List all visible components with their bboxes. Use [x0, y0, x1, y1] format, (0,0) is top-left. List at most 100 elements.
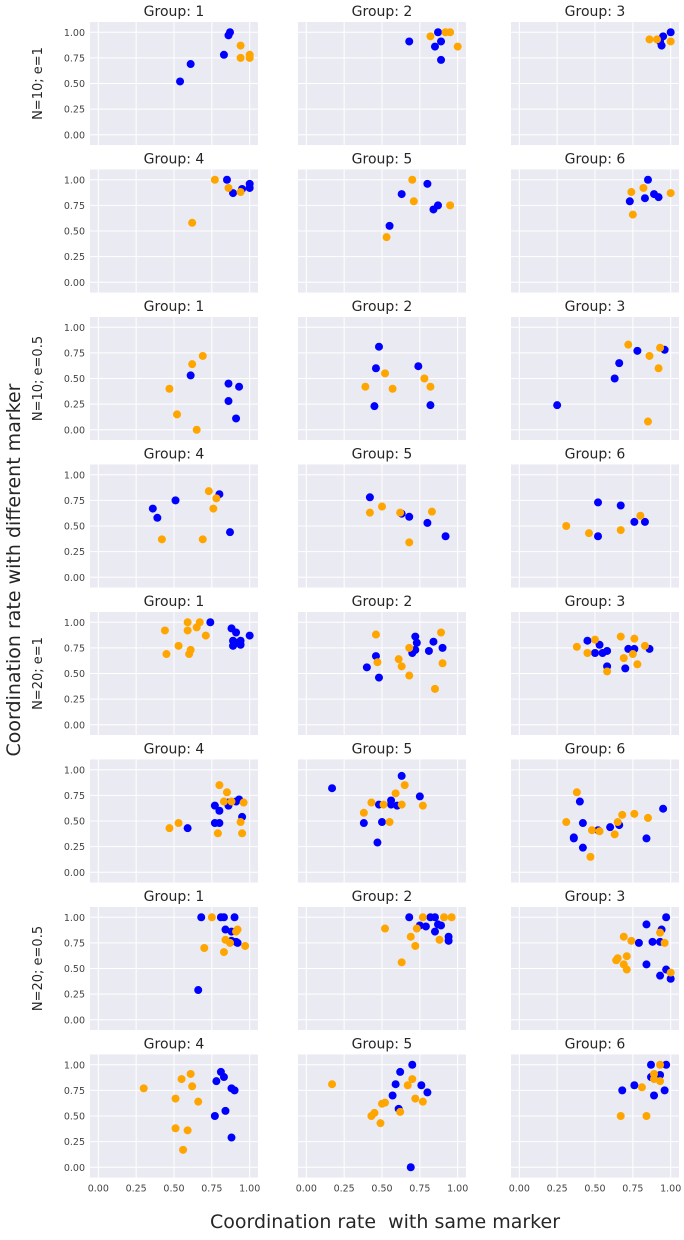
subplot: Group: 3 — [511, 889, 679, 1030]
point-orange — [430, 684, 439, 693]
point-blue — [397, 771, 406, 780]
point-orange — [174, 641, 183, 650]
point-orange — [370, 1108, 379, 1117]
point-blue — [224, 31, 233, 40]
point-blue — [412, 638, 421, 647]
point-orange — [622, 965, 631, 974]
point-orange — [447, 913, 456, 922]
point-orange — [645, 35, 654, 44]
y-tick-label: 0.50 — [64, 522, 85, 533]
point-orange — [645, 351, 654, 360]
point-blue — [595, 640, 604, 649]
point-orange — [426, 32, 435, 41]
point-blue — [666, 974, 675, 983]
point-orange — [186, 1069, 195, 1078]
point-orange — [427, 507, 436, 516]
point-blue — [575, 797, 584, 806]
point-orange — [408, 175, 417, 184]
subplot-title: Group: 5 — [352, 742, 413, 758]
y-tick-label: 0.50 — [64, 669, 85, 680]
subplot: Group: 5 — [298, 447, 466, 588]
point-orange — [409, 197, 418, 206]
point-orange — [412, 924, 421, 933]
x-tick-label: 0.75 — [622, 1184, 643, 1195]
point-orange — [586, 852, 595, 861]
point-orange — [239, 798, 248, 807]
point-blue — [406, 1163, 415, 1172]
point-orange — [177, 1075, 186, 1084]
point-orange — [642, 1112, 651, 1120]
subplot-title: Group: 4 — [144, 152, 205, 168]
point-orange — [411, 1094, 420, 1103]
point-blue — [630, 1081, 639, 1090]
point-orange — [207, 913, 216, 922]
point-orange — [367, 798, 376, 807]
point-blue — [621, 664, 630, 673]
point-orange — [630, 634, 639, 643]
point-blue — [423, 179, 432, 188]
subplot: Group: 3 — [511, 4, 679, 145]
point-blue — [371, 652, 380, 661]
point-orange — [562, 522, 571, 530]
y-tick-label: 0.75 — [64, 496, 85, 507]
y-tick-label: 0.00 — [64, 278, 85, 289]
point-blue — [594, 532, 603, 541]
y-tick-label: 1.00 — [64, 1060, 85, 1071]
point-orange — [391, 789, 400, 798]
y-tick-label: 0.00 — [64, 1163, 85, 1174]
x-tick-label: 0.00 — [88, 1184, 109, 1195]
point-orange — [376, 1119, 385, 1128]
x-tick-label: 0.50 — [163, 1184, 184, 1195]
subplot: Group: 4 0.00 0.25 0.50 0.75 1.00 — [64, 742, 258, 883]
point-blue — [226, 528, 234, 537]
point-blue — [654, 193, 663, 202]
point-orange — [627, 188, 636, 197]
point-orange — [616, 526, 625, 535]
point-blue — [438, 643, 447, 652]
point-blue — [656, 971, 665, 980]
point-blue — [411, 632, 420, 641]
point-orange — [236, 41, 245, 50]
point-orange — [613, 818, 622, 827]
point-orange — [397, 800, 406, 809]
point-blue — [219, 1073, 228, 1082]
subplot-title: Group: 6 — [565, 447, 626, 463]
point-blue — [373, 838, 382, 847]
point-orange — [440, 913, 449, 922]
point-orange — [200, 944, 209, 952]
y-tick-label: 0.75 — [64, 643, 85, 654]
x-tick-label: 1.00 — [239, 1184, 260, 1195]
point-blue — [650, 1091, 659, 1100]
point-orange — [403, 1081, 412, 1090]
point-orange — [381, 924, 390, 933]
subplot: Group: 1 0.00 0.25 0.50 0.75 1.00 — [64, 4, 258, 145]
point-blue — [583, 636, 592, 645]
subplot-title: Group: 1 — [144, 299, 205, 315]
point-blue — [437, 37, 446, 46]
point-blue — [578, 843, 587, 852]
point-orange — [619, 932, 628, 941]
point-orange — [245, 53, 254, 62]
subplot: Group: 2 — [298, 594, 466, 735]
point-blue — [660, 1086, 669, 1095]
y-tick-label: 1.00 — [64, 618, 85, 629]
point-orange — [418, 913, 427, 922]
point-orange — [446, 28, 455, 37]
y-tick-label: 0.25 — [64, 105, 85, 116]
x-tick-label: 0.75 — [201, 1184, 222, 1195]
point-orange — [587, 826, 596, 835]
point-blue — [434, 28, 442, 37]
point-orange — [633, 660, 642, 669]
point-blue — [633, 346, 642, 355]
subplot-title: Group: 2 — [352, 889, 413, 905]
y-tick-label: 0.50 — [64, 1112, 85, 1123]
point-blue — [194, 986, 203, 995]
point-blue — [186, 60, 195, 69]
point-orange — [643, 417, 652, 426]
subplot-title: Group: 5 — [352, 447, 413, 463]
x-tick-label: 1.00 — [447, 1184, 468, 1195]
x-tick-label: 0.25 — [126, 1184, 147, 1195]
y-tick-label: 1.00 — [64, 175, 85, 186]
x-tick-label: 0.50 — [584, 1184, 605, 1195]
